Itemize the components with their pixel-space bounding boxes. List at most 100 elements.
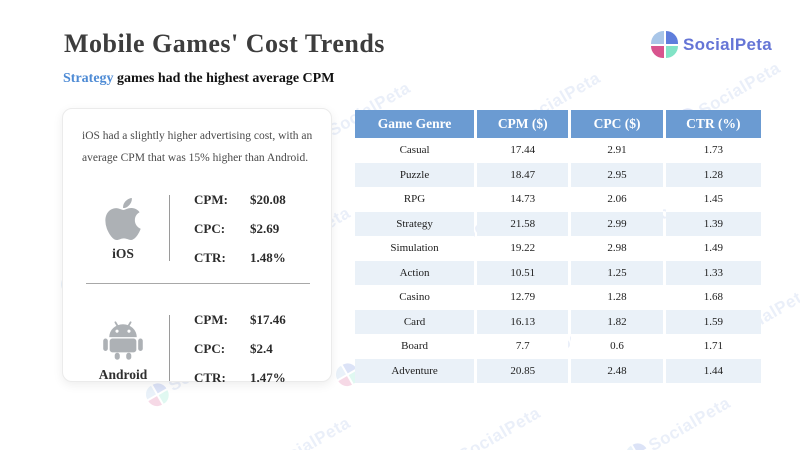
ios-ctr: CTR: 1.48% xyxy=(194,249,286,265)
table-header: Game Genre CPM ($) CPC ($) CTR (%) xyxy=(355,110,761,138)
android-stats: CPM: $17.46 CPC: $2.4 CTR: 1.47% xyxy=(170,305,286,392)
value-cell: 2.06 xyxy=(571,187,663,212)
genre-cell: Casual xyxy=(355,138,475,163)
vertical-divider xyxy=(169,315,170,381)
value-cell: 1.71 xyxy=(665,334,761,359)
watermark-logo-icon xyxy=(622,439,652,450)
socialpeta-logo-icon xyxy=(651,31,678,58)
genre-cell: Action xyxy=(355,260,475,285)
header-game-genre: Game Genre xyxy=(355,110,475,138)
value-cell: 2.48 xyxy=(571,358,663,383)
value-cell: 1.82 xyxy=(571,309,663,334)
value-cell: 2.98 xyxy=(571,236,663,261)
table-row: Adventure 20.85 2.48 1.44 xyxy=(355,358,761,383)
socialpeta-watermark: SocialPeta xyxy=(622,392,734,450)
watermark-quadrant xyxy=(338,376,352,390)
genre-cell: Board xyxy=(355,334,475,359)
brand-logo: SocialPeta xyxy=(651,31,772,58)
header-ctr: CTR (%) xyxy=(665,110,761,138)
ios-cpc: CPC: $2.69 xyxy=(194,220,280,236)
socialpeta-watermark: SocialPeta xyxy=(242,412,354,450)
value-cell: 1.45 xyxy=(665,187,761,212)
value-cell: 1.28 xyxy=(665,162,761,187)
value-cell: 1.59 xyxy=(665,309,761,334)
value-cell: 1.44 xyxy=(665,358,761,383)
value-cell: 17.44 xyxy=(477,138,569,163)
value-cell: 21.58 xyxy=(477,211,569,236)
value-cell: 1.28 xyxy=(571,285,663,310)
platform-cost-card: iOS had a slightly higher advertising co… xyxy=(62,108,332,385)
subtitle-rest: games had the highest average CPM xyxy=(113,71,335,86)
watermark-quadrant xyxy=(332,365,346,380)
android-label: Android xyxy=(98,366,148,382)
value-cell: 1.49 xyxy=(665,236,761,261)
ios-cpm: CPM: $20.08 xyxy=(194,191,286,207)
subtitle-highlight: Strategy xyxy=(63,71,114,86)
logo-quadrant xyxy=(665,45,678,58)
logo-quadrant xyxy=(665,31,678,44)
value-cell: 1.25 xyxy=(571,260,663,285)
android-identity: Android xyxy=(77,314,169,383)
android-cpm: CPM: $17.46 xyxy=(194,311,286,327)
horizontal-divider xyxy=(86,283,310,284)
logo-quadrant xyxy=(651,31,664,44)
value-cell: 2.91 xyxy=(571,138,663,163)
value-cell: 18.47 xyxy=(477,162,569,187)
ios-platform-row: iOS CPM: $20.08 CPC: $2.69 CTR: 1.48% xyxy=(77,169,286,287)
watermark-text: SocialPeta xyxy=(645,393,734,450)
table-row: Card 16.13 1.82 1.59 xyxy=(355,309,761,334)
genre-cell: Simulation xyxy=(355,236,475,261)
table-row: RPG 14.73 2.06 1.45 xyxy=(355,187,761,212)
watermark-quadrant xyxy=(622,445,636,450)
table-row: Casual 17.44 2.91 1.73 xyxy=(355,138,761,163)
apple-icon xyxy=(105,197,141,240)
vertical-divider xyxy=(169,195,170,261)
table-row: Puzzle 18.47 2.95 1.28 xyxy=(355,162,761,187)
value-cell: 1.73 xyxy=(665,138,761,163)
value-cell: 10.51 xyxy=(477,260,569,285)
table-row: Action 10.51 1.25 1.33 xyxy=(355,260,761,285)
android-platform-row: Android CPM: $17.46 CPC: $2.4 CTR: 1.47% xyxy=(77,289,286,407)
value-cell: 20.85 xyxy=(477,358,569,383)
value-cell: 19.22 xyxy=(477,236,569,261)
header-cpc: CPC ($) xyxy=(571,110,663,138)
watermark-text: SocialPeta xyxy=(455,403,544,450)
brand-name: SocialPeta xyxy=(683,34,772,54)
value-cell: 2.95 xyxy=(571,162,663,187)
ios-label: iOS xyxy=(112,245,134,261)
value-cell: 14.73 xyxy=(477,187,569,212)
page-title: Mobile Games' Cost Trends xyxy=(64,29,385,58)
watermark-quadrant xyxy=(632,439,647,450)
table-row: Board 7.7 0.6 1.71 xyxy=(355,334,761,359)
value-cell: 0.6 xyxy=(571,334,663,359)
value-cell: 2.99 xyxy=(571,211,663,236)
android-ctr: CTR: 1.47% xyxy=(194,369,286,385)
genre-table-body: Casual 17.44 2.91 1.73 Puzzle 18.47 2.95 1.28 RP… xyxy=(355,138,761,383)
genre-cost-table: Game Genre CPM ($) CPC ($) CTR (%) Casua… xyxy=(352,110,764,383)
socialpeta-watermark: SocialPeta xyxy=(432,402,544,450)
value-cell: 1.33 xyxy=(665,260,761,285)
genre-cell: Card xyxy=(355,309,475,334)
table-row: Simulation 19.22 2.98 1.49 xyxy=(355,236,761,261)
genre-cell: Strategy xyxy=(355,211,475,236)
value-cell: 7.7 xyxy=(477,334,569,359)
watermark-text: SocialPeta xyxy=(265,413,354,450)
slide-subtitle: Strategy games had the highest average C… xyxy=(63,71,334,87)
value-cell: 12.79 xyxy=(477,285,569,310)
logo-quadrant xyxy=(651,45,664,58)
android-cpc: CPC: $2.4 xyxy=(194,340,273,356)
genre-cell: Adventure xyxy=(355,358,475,383)
value-cell: 1.68 xyxy=(665,285,761,310)
genre-cell: Puzzle xyxy=(355,162,475,187)
header-cpm: CPM ($) xyxy=(477,110,569,138)
ios-stats: CPM: $20.08 CPC: $2.69 CTR: 1.48% xyxy=(170,185,286,272)
ios-identity: iOS xyxy=(77,195,169,262)
genre-cell: RPG xyxy=(355,187,475,212)
value-cell: 16.13 xyxy=(477,309,569,334)
table-row: Strategy 21.58 2.99 1.39 xyxy=(355,211,761,236)
android-icon xyxy=(103,320,143,360)
value-cell: 1.39 xyxy=(665,211,761,236)
card-description: iOS had a slightly higher advertising co… xyxy=(82,130,313,165)
genre-cell: Casino xyxy=(355,285,475,310)
